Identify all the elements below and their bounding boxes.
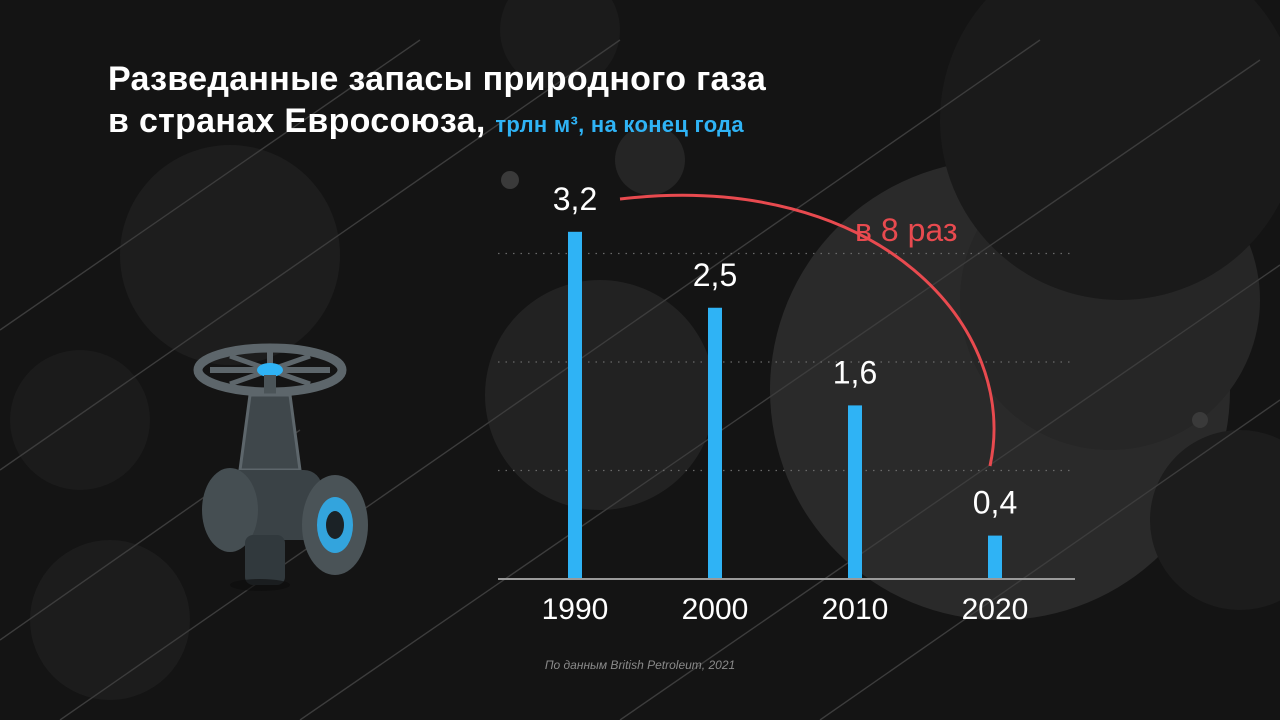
chart-title: Разведанные запасы природного газа в стр… — [108, 58, 766, 146]
gas-valve-icon — [193, 343, 368, 591]
source-note: По данным British Petroleum, 2021 — [544, 658, 736, 672]
value-label-1990: 3,2 — [553, 181, 597, 217]
bar-2000 — [708, 307, 722, 579]
decline-arc — [619, 193, 996, 467]
value-label-2020: 0,4 — [973, 485, 1017, 521]
bar-2010 — [848, 405, 862, 579]
title-line-1: Разведанные запасы природного газа — [108, 60, 767, 98]
x-tick-label-2020: 2020 — [962, 593, 1029, 626]
bar-1990 — [568, 231, 582, 580]
x-tick-label-1990: 1990 — [542, 593, 609, 626]
x-tick-label-2000: 2000 — [682, 593, 749, 626]
title-line-2: в странах Евросоюза, трлн м³, на конец г… — [108, 100, 766, 146]
value-label-2010: 1,6 — [833, 354, 877, 390]
title-line-2-text: в странах Евросоюза, — [108, 102, 486, 140]
decline-annotation: в 8 раз — [855, 212, 957, 248]
value-label-2000: 2,5 — [693, 257, 737, 293]
bar-2020 — [988, 535, 1002, 579]
x-tick-label-2010: 2010 — [822, 593, 889, 626]
chart-bars: 3,2 1990 2,5 2000 1,6 2010 0,4 2020 — [542, 181, 1029, 626]
chart-grid — [498, 252, 1075, 472]
title-unit: трлн м³, на конец года — [495, 112, 744, 137]
